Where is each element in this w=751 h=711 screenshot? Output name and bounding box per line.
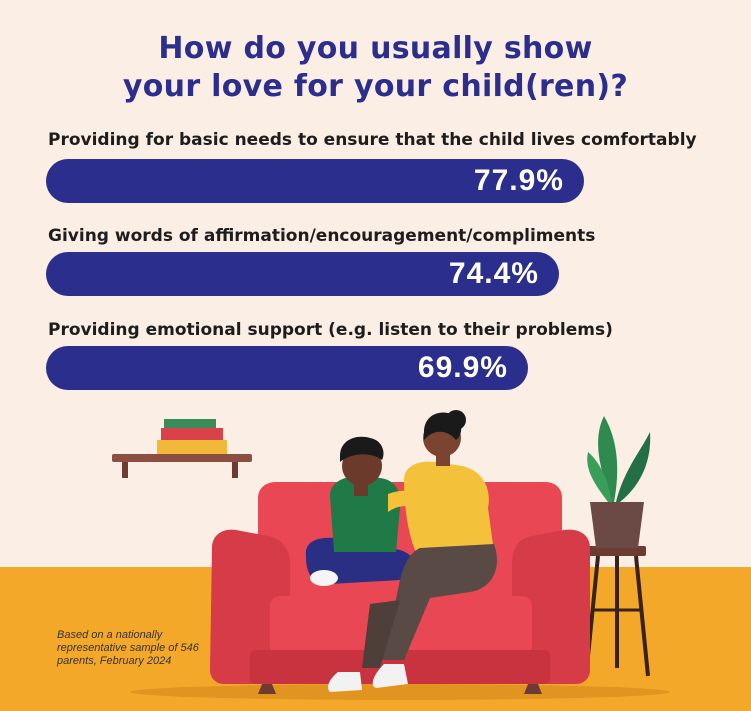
bar-value-affirmation: 74.4% (448, 257, 539, 290)
bar-label-affirmation: Giving words of affirmation/encouragemen… (48, 226, 596, 246)
chart-title-line-2: your love for your child(ren)? (122, 69, 629, 104)
bar-label-emotional-support: Providing emotional support (e.g. listen… (48, 320, 613, 340)
child-icon (305, 436, 415, 586)
potted-plant-icon (584, 416, 651, 677)
floor-shadow (130, 684, 670, 700)
bar-label-basic-needs: Providing for basic needs to ensure that… (48, 130, 697, 150)
bar-value-basic-needs: 77.9% (473, 164, 564, 197)
bar-emotional-support: 69.9% (46, 346, 528, 390)
bar-basic-needs: 77.9% (46, 159, 584, 203)
mother-icon (328, 410, 497, 692)
bar-affirmation: 74.4% (46, 252, 559, 296)
bar-value-emotional-support: 69.9% (417, 351, 508, 384)
wall-shelf-with-books-icon (112, 419, 252, 478)
chart-title-line-1: How do you usually show (158, 31, 593, 66)
chart-title: How do you usually show your love for yo… (0, 30, 751, 106)
footnote: Based on a nationally representative sam… (57, 629, 199, 667)
